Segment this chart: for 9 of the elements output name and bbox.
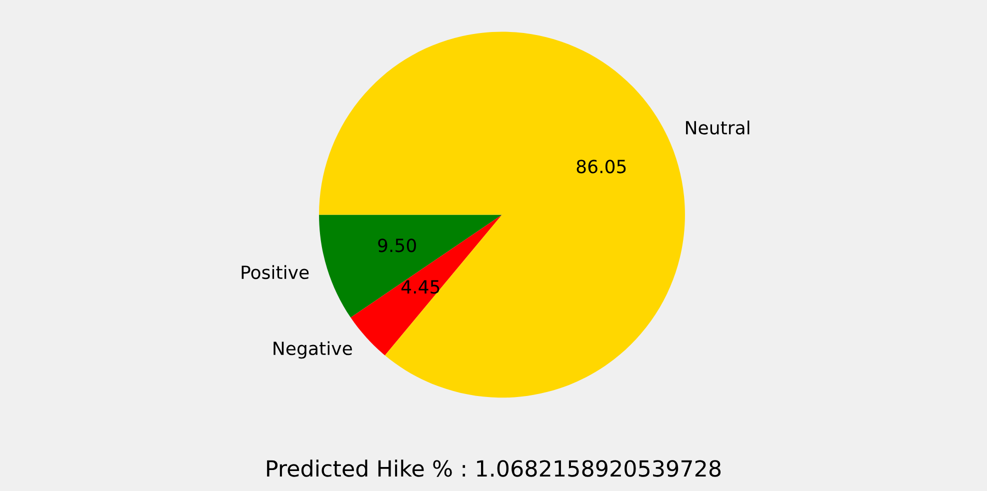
text: Predicted Hike % : 1.0682158920539728 bbox=[267, 460, 721, 477]
slice-label: Neutral bbox=[686, 120, 750, 135]
data-label: 86.05 bbox=[576, 160, 626, 174]
data-label: 4.45 bbox=[401, 280, 440, 294]
pie-slice bbox=[319, 214, 502, 318]
data-label: 9.50 bbox=[378, 238, 416, 252]
pie-slice bbox=[350, 214, 502, 356]
slice-label: Negative bbox=[274, 341, 352, 359]
slice-label: Positive bbox=[242, 265, 309, 280]
